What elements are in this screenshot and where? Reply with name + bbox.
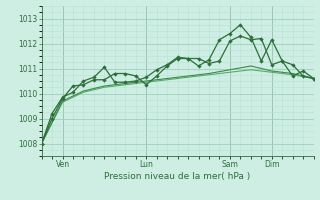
X-axis label: Pression niveau de la mer( hPa ): Pression niveau de la mer( hPa ) [104, 172, 251, 181]
